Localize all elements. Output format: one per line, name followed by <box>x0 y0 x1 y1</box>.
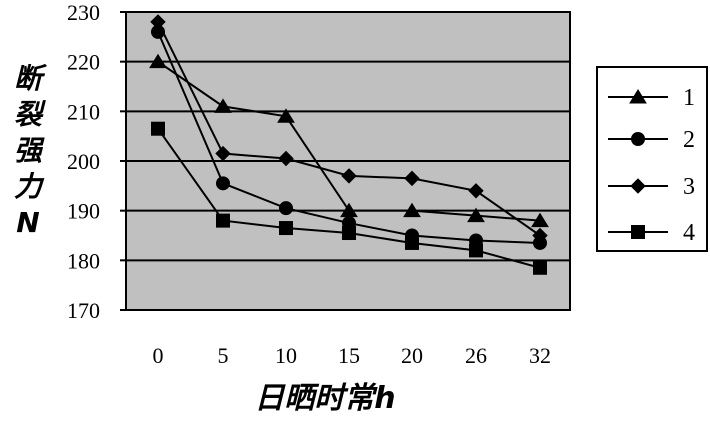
data-point <box>149 53 167 69</box>
legend-marker <box>630 178 646 194</box>
series-group <box>149 14 549 275</box>
y-tick-label: 210 <box>67 99 100 124</box>
series-1 <box>149 53 549 228</box>
y-tick-label: 190 <box>67 199 100 224</box>
legend-item: 3 <box>608 174 695 200</box>
y-tick-label: 200 <box>67 149 100 174</box>
legend-label: 2 <box>683 127 695 153</box>
x-tick-label: 26 <box>465 343 487 368</box>
x-tick-label: 10 <box>275 343 297 368</box>
data-point <box>278 150 294 167</box>
y-tick-label: 230 <box>67 0 100 25</box>
legend: 1 2 3 4 <box>596 66 708 252</box>
data-point <box>405 235 419 250</box>
data-point <box>216 176 230 191</box>
data-point <box>533 260 547 275</box>
x-tick-label: 15 <box>338 343 360 368</box>
data-point <box>341 168 357 184</box>
y-tick-label: 170 <box>67 298 100 323</box>
x-tick-label: 0 <box>153 343 164 368</box>
legend-marker <box>629 89 647 104</box>
data-point <box>403 202 421 218</box>
legend-label: 1 <box>683 85 695 111</box>
legend-items: 1 2 3 4 <box>608 85 695 246</box>
data-point <box>279 201 293 216</box>
series-4 <box>151 121 547 275</box>
tick-marks <box>120 11 126 311</box>
x-tick-labels: 0 5 10 15 20 26 32 <box>153 343 552 368</box>
series-3 <box>150 14 548 244</box>
x-tick-label: 20 <box>401 343 423 368</box>
data-point <box>469 243 483 258</box>
data-point <box>216 213 230 228</box>
data-point <box>467 207 485 223</box>
legend-marker <box>631 132 645 146</box>
data-point <box>532 227 548 244</box>
legend-item: 4 <box>608 220 695 246</box>
legend-label: 4 <box>683 220 695 246</box>
data-point <box>279 221 293 236</box>
data-point <box>531 212 549 228</box>
data-point <box>214 98 232 113</box>
legend-marker <box>631 225 645 239</box>
data-point <box>404 170 420 187</box>
y-tick-labels: 170 180 190 200 210 220 230 <box>67 0 100 323</box>
y-tick-label: 220 <box>67 50 100 75</box>
legend-item: 1 <box>608 85 695 111</box>
data-point <box>150 14 166 30</box>
y-tick-label: 180 <box>67 248 100 273</box>
data-point <box>151 121 165 136</box>
y-axis-title: 断裂强力 N <box>14 62 48 239</box>
data-point <box>215 145 231 162</box>
data-point <box>468 183 484 199</box>
x-tick-label: 32 <box>529 343 551 368</box>
legend-item: 2 <box>608 127 695 153</box>
data-point <box>277 108 295 123</box>
x-tick-label: 5 <box>218 343 229 368</box>
legend-label: 3 <box>683 174 695 200</box>
x-axis-title: 日晒时常h <box>254 381 395 416</box>
data-point <box>342 226 356 241</box>
